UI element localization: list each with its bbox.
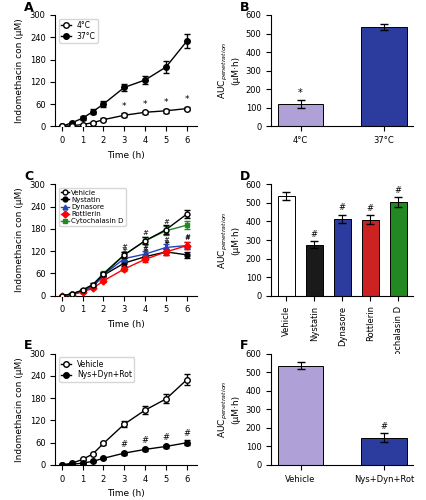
Text: #: # <box>142 436 149 446</box>
Y-axis label: AUC$_{penetration}$
(μM·h): AUC$_{penetration}$ (μM·h) <box>216 42 240 100</box>
Text: #: # <box>142 246 148 252</box>
Text: A: A <box>24 0 34 14</box>
Text: #: # <box>121 248 127 254</box>
Text: *: * <box>185 96 189 104</box>
Text: *: * <box>164 98 168 106</box>
Text: #: # <box>121 440 128 450</box>
Text: #: # <box>163 219 169 225</box>
X-axis label: Time (h): Time (h) <box>107 320 145 329</box>
Text: *: * <box>143 100 147 108</box>
Text: D: D <box>240 170 250 183</box>
Y-axis label: Indomethacin con (μM): Indomethacin con (μM) <box>15 18 24 123</box>
Text: #: # <box>121 259 127 265</box>
Text: B: B <box>240 0 250 14</box>
Bar <box>362 220 379 296</box>
Text: #: # <box>142 249 148 255</box>
Text: #: # <box>142 230 148 235</box>
Bar <box>306 244 322 296</box>
Text: #: # <box>121 244 127 250</box>
Text: #: # <box>142 244 148 250</box>
Text: C: C <box>24 170 33 183</box>
Text: #: # <box>367 204 374 214</box>
Text: #: # <box>163 236 169 242</box>
Bar <box>278 104 323 126</box>
Text: #: # <box>184 234 190 240</box>
X-axis label: Time (h): Time (h) <box>107 150 145 160</box>
Text: *: * <box>298 88 303 98</box>
Text: #: # <box>339 204 346 212</box>
Text: #: # <box>380 422 387 431</box>
Bar <box>361 27 407 126</box>
Text: #: # <box>184 244 190 250</box>
Text: E: E <box>24 339 33 352</box>
Y-axis label: Indomethacin con (μM): Indomethacin con (μM) <box>15 188 24 292</box>
Bar <box>278 366 323 465</box>
Legend: 4°C, 37°C: 4°C, 37°C <box>59 19 98 43</box>
Legend: Vehicle, Nys+Dyn+Rot: Vehicle, Nys+Dyn+Rot <box>59 358 134 382</box>
Bar <box>278 196 294 296</box>
Bar <box>334 218 351 296</box>
Text: *: * <box>122 102 127 111</box>
Text: #: # <box>163 242 169 248</box>
Text: #: # <box>395 186 402 194</box>
Text: #: # <box>121 253 127 259</box>
Text: #: # <box>163 241 169 247</box>
X-axis label: Time (h): Time (h) <box>107 490 145 498</box>
Text: F: F <box>240 339 248 352</box>
Legend: Vehicle, Nystatin, Dynasore, Rottlerin, Cytochalasin D: Vehicle, Nystatin, Dynasore, Rottlerin, … <box>59 188 126 226</box>
Y-axis label: Indomethacin con (μM): Indomethacin con (μM) <box>15 357 24 462</box>
Text: #: # <box>163 434 170 442</box>
Text: #: # <box>184 234 190 240</box>
Y-axis label: AUC$_{penetration}$
(μM·h): AUC$_{penetration}$ (μM·h) <box>216 212 240 268</box>
Bar <box>390 202 407 296</box>
Y-axis label: AUC$_{penetration}$
(μM·h): AUC$_{penetration}$ (μM·h) <box>216 380 240 438</box>
Text: #: # <box>311 230 318 239</box>
Text: #: # <box>184 430 190 438</box>
Bar <box>361 438 407 465</box>
Text: #: # <box>184 214 190 220</box>
